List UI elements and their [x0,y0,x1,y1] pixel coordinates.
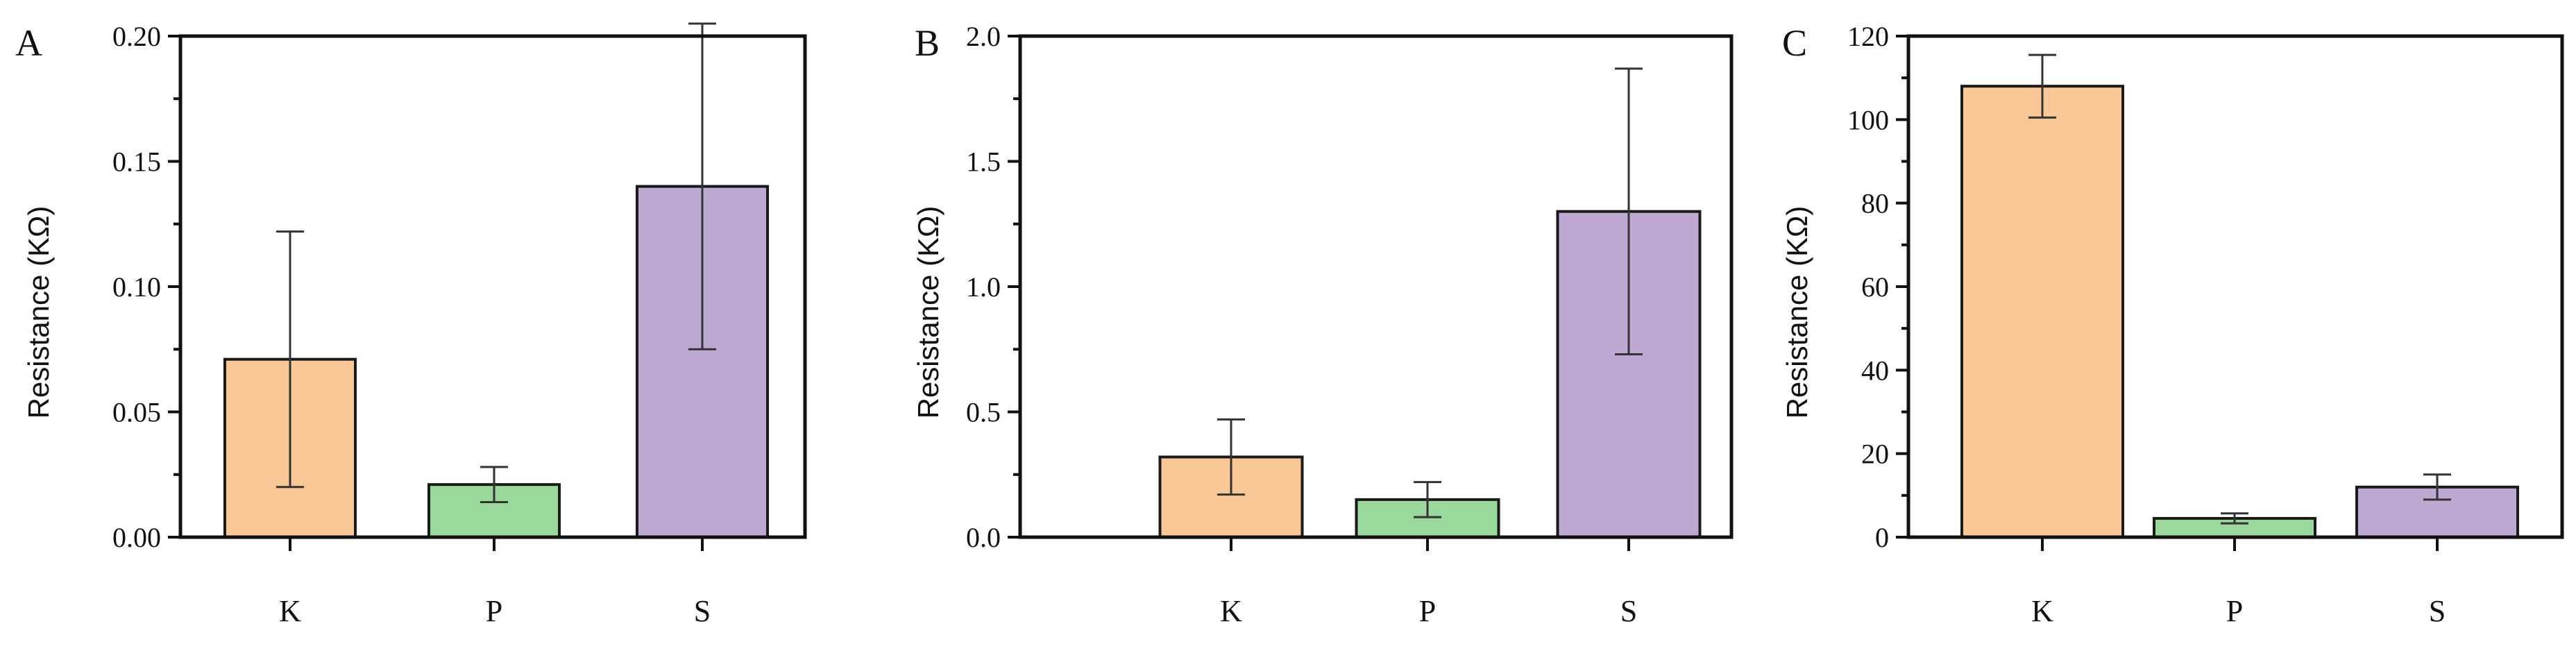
y-ticks-c: 0 20 40 60 80 100 120 [1847,21,1908,553]
y-tick-label-b-1: 0.5 [966,397,1001,428]
bars-c [1960,85,2519,539]
y-tick-label-c-6: 120 [1847,21,1889,52]
chart-panel-c: C Resistance (KΩ) 0 20 40 60 80 100 120 K P S [1781,21,2564,628]
x-tick-label-c-k: K [2031,594,2053,628]
panel-label-a: A [15,22,42,64]
y-tick-label-c-2: 40 [1861,355,1889,386]
y-tick-label-c-1: 20 [1861,439,1889,470]
error-bars-a [276,22,716,503]
error-bars-b [1217,67,1643,518]
plot-frame-a [178,34,807,539]
chart-panel-a: A Resistance (KΩ) 0.00 0.05 0.10 0.15 0.20 K… [15,21,807,628]
y-tick-label-a-1: 0.05 [112,397,161,428]
plot-frame-b [1018,34,1734,539]
y-ticks-b: 0.0 0.5 1.0 1.5 2.0 [966,21,1020,553]
chart-panel-b: B Resistance (KΩ) 0.0 0.5 1.0 1.5 2.0 K P S [912,21,1734,628]
y-axis-title-b: Resistance (KΩ) [912,206,944,419]
x-tick-label-b-p: P [1419,594,1436,628]
y-tick-label-c-5: 100 [1847,104,1889,135]
y-tick-label-a-2: 0.10 [112,271,161,303]
panel-label-b: B [915,22,940,64]
y-tick-label-a-4: 0.20 [112,21,161,52]
error-bars-c [2028,53,2451,525]
x-tick-label-b-s: S [1620,594,1637,628]
y-ticks-a: 0.00 0.05 0.10 0.15 0.20 [112,21,180,553]
bar-c-k [1960,85,2124,539]
y-axis-title-c: Resistance (KΩ) [1781,206,1813,419]
y-tick-label-a-0: 0.00 [112,522,161,553]
y-tick-label-b-3: 1.5 [966,146,1001,178]
y-axis-title-a: Resistance (KΩ) [22,206,55,419]
y-tick-label-b-0: 0.0 [966,522,1001,553]
x-tick-label-a-s: S [694,594,711,628]
y-tick-label-b-4: 2.0 [966,21,1001,52]
plot-frame-c [1906,34,2564,539]
bars-b [1158,210,1702,539]
y-tick-label-c-4: 80 [1861,188,1889,219]
bars-a [223,185,769,539]
panel-label-c: C [1782,22,1807,64]
y-tick-label-b-2: 1.0 [966,271,1001,303]
x-tick-label-b-k: K [1220,594,1242,628]
y-tick-label-c-0: 0 [1875,522,1889,553]
x-tick-label-a-k: K [279,594,301,628]
y-tick-label-c-3: 60 [1861,271,1889,303]
x-tick-label-c-p: P [2226,594,2243,628]
x-tick-label-c-s: S [2429,594,2446,628]
x-tick-label-a-p: P [486,594,502,628]
y-tick-label-a-3: 0.15 [112,146,161,178]
